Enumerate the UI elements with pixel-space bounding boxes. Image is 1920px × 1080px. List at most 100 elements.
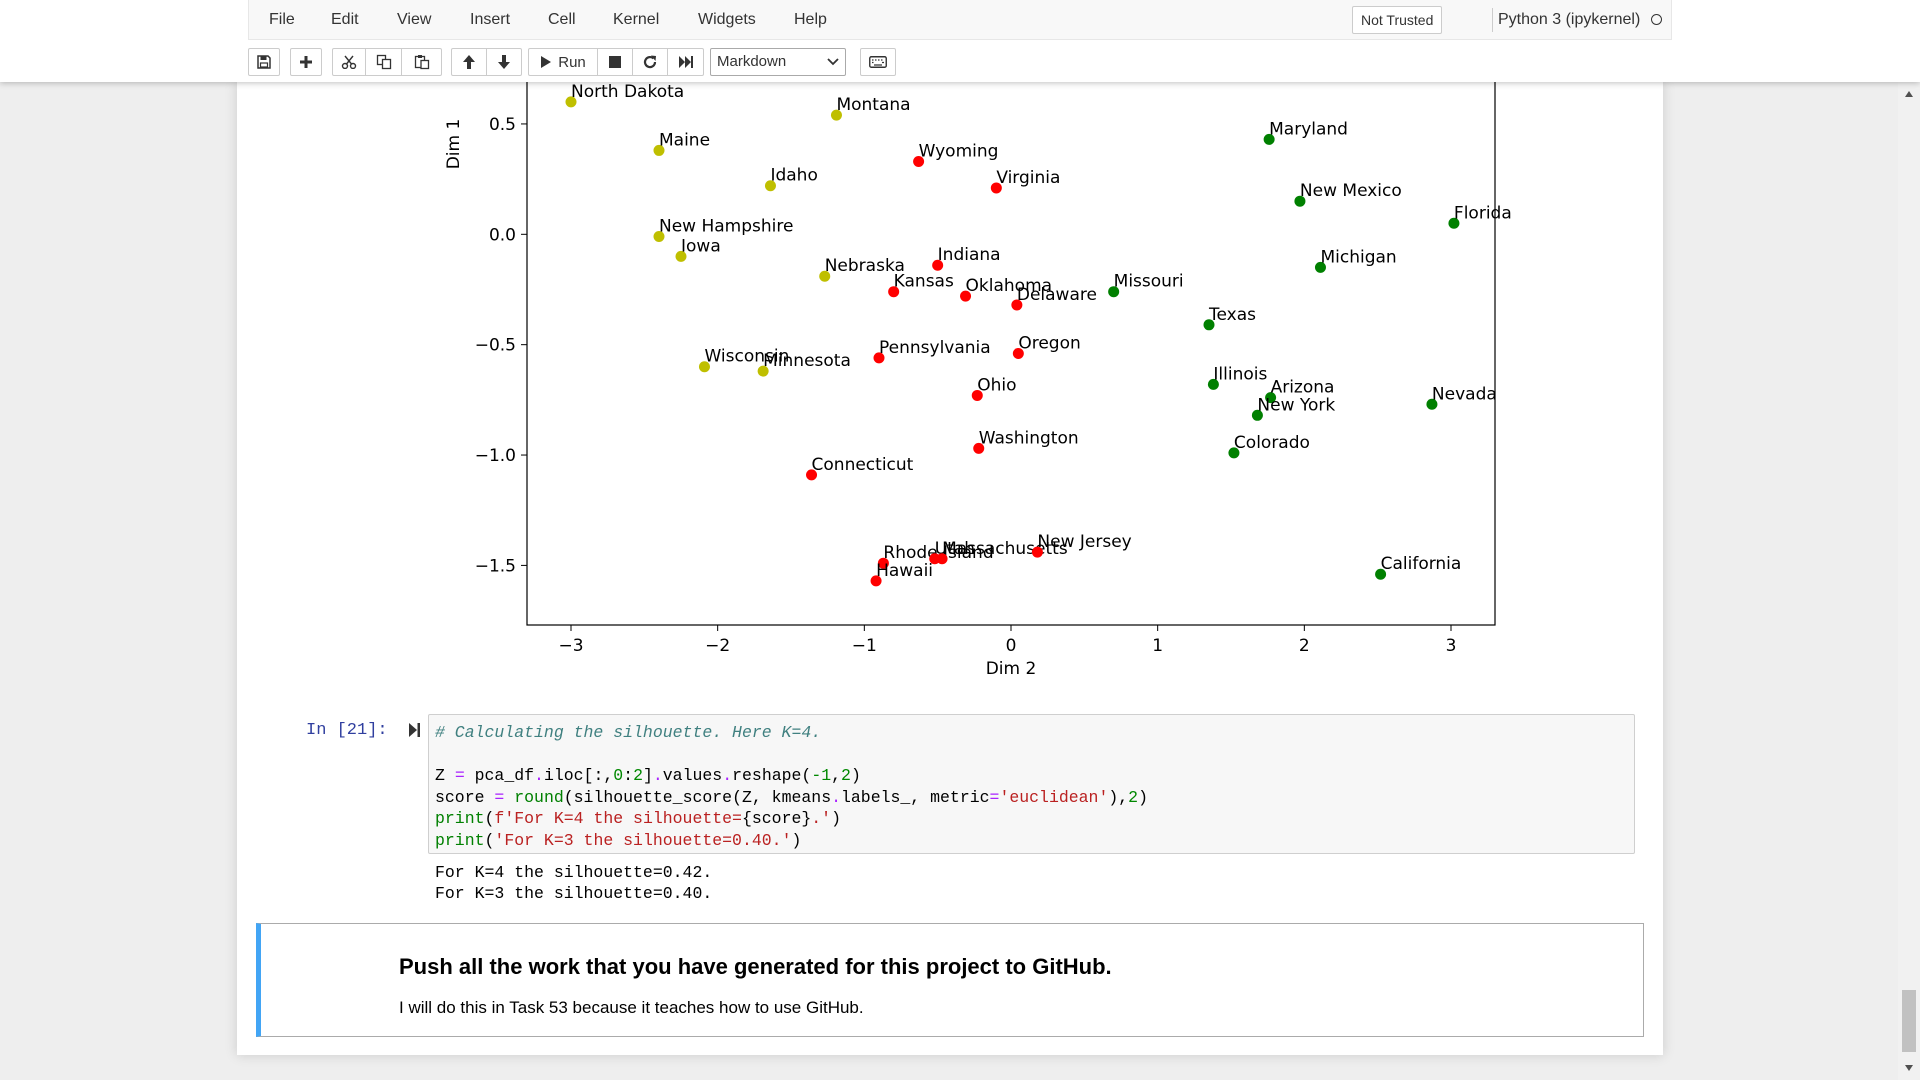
restart-run-all-button[interactable] xyxy=(667,48,704,76)
point-indiana xyxy=(932,259,944,271)
code-token: . xyxy=(831,787,841,807)
code-token: . xyxy=(652,766,663,785)
code-token: labels_, metric xyxy=(841,787,990,807)
markdown-heading: Push all the work that you have generate… xyxy=(399,954,1112,979)
x-tick-label: −1 xyxy=(852,636,877,656)
menu-widgets[interactable]: Widgets xyxy=(698,11,756,28)
point-label-california: California xyxy=(1381,554,1462,574)
kernel-name[interactable]: Python 3 (ipykernel) xyxy=(1498,11,1641,28)
copy-icon xyxy=(376,54,391,70)
not-trusted-button[interactable]: Not Trusted xyxy=(1352,6,1443,34)
markdown-cell[interactable]: Push all the work that you have generate… xyxy=(256,923,1644,1037)
scatter-plot: −3 −2 −1 0 1 2 3 0.5 0.0 −0.5 −1.0 −1.5 Dim 2 Dim 1 No… xyxy=(444,82,1512,679)
y-tick-label: 0.5 xyxy=(489,115,516,135)
code-token: 2 xyxy=(1128,787,1139,807)
menu-help[interactable]: Help xyxy=(794,11,827,28)
point-new-jersey xyxy=(1031,546,1043,558)
point-kansas xyxy=(888,286,900,298)
point-washington xyxy=(973,442,985,454)
x-tick-label: −2 xyxy=(705,636,730,656)
copy-button[interactable] xyxy=(365,48,402,76)
menu-insert[interactable]: Insert xyxy=(470,11,511,28)
output-line: For K=4 the silhouette=0.42. xyxy=(435,863,713,882)
menu-kernel[interactable]: Kernel xyxy=(613,11,660,28)
run-icon xyxy=(541,56,552,68)
y-tick-label: −1.0 xyxy=(475,446,516,466)
code-line: # Calculating the silhouette. Here K=4. xyxy=(435,723,821,742)
code-token: . xyxy=(722,766,733,785)
keyboard-icon xyxy=(869,56,887,68)
code-token: print xyxy=(435,809,485,828)
code-token: ] xyxy=(642,766,653,785)
code-token: -1 xyxy=(811,766,832,785)
point-pennsylvania xyxy=(873,352,885,364)
plot-frame xyxy=(526,82,1496,626)
point-nebraska xyxy=(819,270,831,282)
menu-bar: File Edit View Insert Cell Kernel Widget… xyxy=(248,0,1672,40)
point-label-montana: Montana xyxy=(836,95,910,115)
scroll-down-icon[interactable] xyxy=(1904,1064,1914,1072)
kernel-divider xyxy=(1492,8,1493,32)
point-label-idaho: Idaho xyxy=(770,166,817,186)
code-token: = xyxy=(989,787,1000,807)
point-label-new-mexico: New Mexico xyxy=(1300,181,1402,201)
move-up-button[interactable] xyxy=(451,48,487,76)
point-label-virginia: Virginia xyxy=(996,168,1060,188)
code-token: (silhouette_score(Z, kmeans xyxy=(563,787,832,807)
run-cell-icon[interactable] xyxy=(407,722,421,743)
arrow-up-icon xyxy=(463,55,475,69)
x-tick-label: 0 xyxy=(1006,636,1017,656)
point-label-indiana: Indiana xyxy=(938,245,1001,265)
point-label-utah: Utah xyxy=(935,539,975,559)
point-virginia xyxy=(990,182,1002,194)
cut-icon xyxy=(341,55,357,69)
cut-button[interactable] xyxy=(332,48,366,76)
point-label-missouri: Missouri xyxy=(1114,272,1184,292)
code-token: print xyxy=(435,830,485,850)
run-button[interactable]: Run xyxy=(528,48,598,76)
menu-cell[interactable]: Cell xyxy=(548,11,576,28)
run-label: Run xyxy=(558,53,586,71)
point-label-wisconsin: Wisconsin xyxy=(704,347,789,367)
point-massachusetts xyxy=(936,553,948,565)
menu-edit[interactable]: Edit xyxy=(331,11,359,28)
code-token: 'euclidean' xyxy=(999,787,1109,807)
point-label-minnesota: Minnesota xyxy=(763,351,851,371)
arrow-down-icon xyxy=(498,55,510,69)
code-token: # Calculating the silhouette. Here K=4. xyxy=(435,723,822,742)
point-label-wyoming: Wyoming xyxy=(919,141,999,161)
point-label-illinois: Illinois xyxy=(1213,364,1267,384)
code-token: score xyxy=(435,787,495,807)
point-maryland xyxy=(1263,133,1275,145)
point-label-washington: Washington xyxy=(979,428,1079,448)
command-palette-button[interactable] xyxy=(860,48,896,76)
code-token: ), xyxy=(1108,787,1129,807)
y-tick-label: −1.5 xyxy=(475,556,516,576)
paste-button[interactable] xyxy=(401,48,442,76)
point-idaho xyxy=(764,180,776,192)
interrupt-button[interactable] xyxy=(597,48,633,76)
menu-file[interactable]: File xyxy=(269,11,295,28)
restart-button[interactable] xyxy=(632,48,668,76)
code-editor[interactable]: # Calculating the silhouette. Here K=4. Z… xyxy=(428,714,1635,854)
point-new-mexico xyxy=(1294,195,1306,207)
point-label-new-hampshire: New Hampshire xyxy=(659,217,793,237)
code-line: print('For K=3 the silhouette=0.40.') xyxy=(435,831,801,850)
point-minnesota xyxy=(757,365,769,377)
scroll-thumb[interactable] xyxy=(1902,990,1916,1052)
save-icon xyxy=(257,55,271,69)
point-north-dakota xyxy=(565,96,577,108)
code-token: : xyxy=(623,766,634,785)
menu-view[interactable]: View xyxy=(397,11,432,28)
point-label-iowa: Iowa xyxy=(681,236,721,256)
save-button[interactable] xyxy=(248,48,280,76)
insert-cell-button[interactable] xyxy=(290,48,322,76)
move-down-button[interactable] xyxy=(486,48,522,76)
cell-type-select[interactable]: Markdown xyxy=(710,48,846,76)
vertical-scrollbar[interactable] xyxy=(1898,82,1920,1080)
point-label-oregon: Oregon xyxy=(1018,334,1080,354)
point-texas xyxy=(1203,319,1215,331)
scroll-up-icon[interactable] xyxy=(1904,90,1914,98)
kernel-status-icon xyxy=(1651,14,1662,25)
chevron-down-icon xyxy=(827,58,839,66)
